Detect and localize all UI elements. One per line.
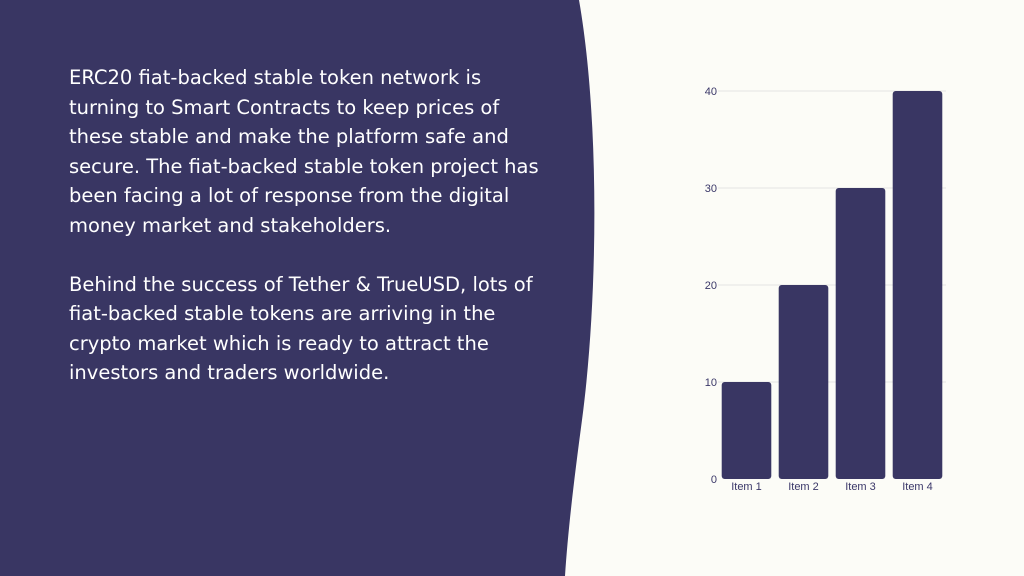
y-tick-label-20: 20: [705, 280, 717, 292]
y-tick-label-30: 30: [705, 183, 717, 195]
y-tick-labels: 0 10 20 30 40: [705, 86, 717, 486]
y-tick-label-10: 10: [705, 377, 717, 389]
x-tick-label-1: Item 1: [731, 481, 762, 493]
x-tick-label-3: Item 3: [845, 481, 876, 493]
bar-3: [835, 188, 886, 479]
x-tick-label-4: Item 4: [902, 481, 933, 493]
bars-layer: [721, 91, 943, 479]
bar-4: [892, 91, 943, 479]
text-panel: ERC20 fiat-backed stable token network i…: [69, 63, 539, 417]
y-tick-label-40: 40: [705, 86, 717, 98]
bar-2: [778, 285, 829, 479]
paragraph-behind-success: Behind the success of Tether & TrueUSD, …: [69, 272, 533, 385]
x-tick-label-2: Item 2: [788, 481, 819, 493]
bar-1: [721, 382, 772, 479]
y-tick-label-0: 0: [711, 474, 717, 486]
paragraph-intro: ERC20 fiat-backed stable token network i…: [69, 66, 539, 237]
left-panel-shape: [0, 0, 595, 576]
x-tick-labels: Item 1 Item 2 Item 3 Item 4: [731, 481, 933, 493]
